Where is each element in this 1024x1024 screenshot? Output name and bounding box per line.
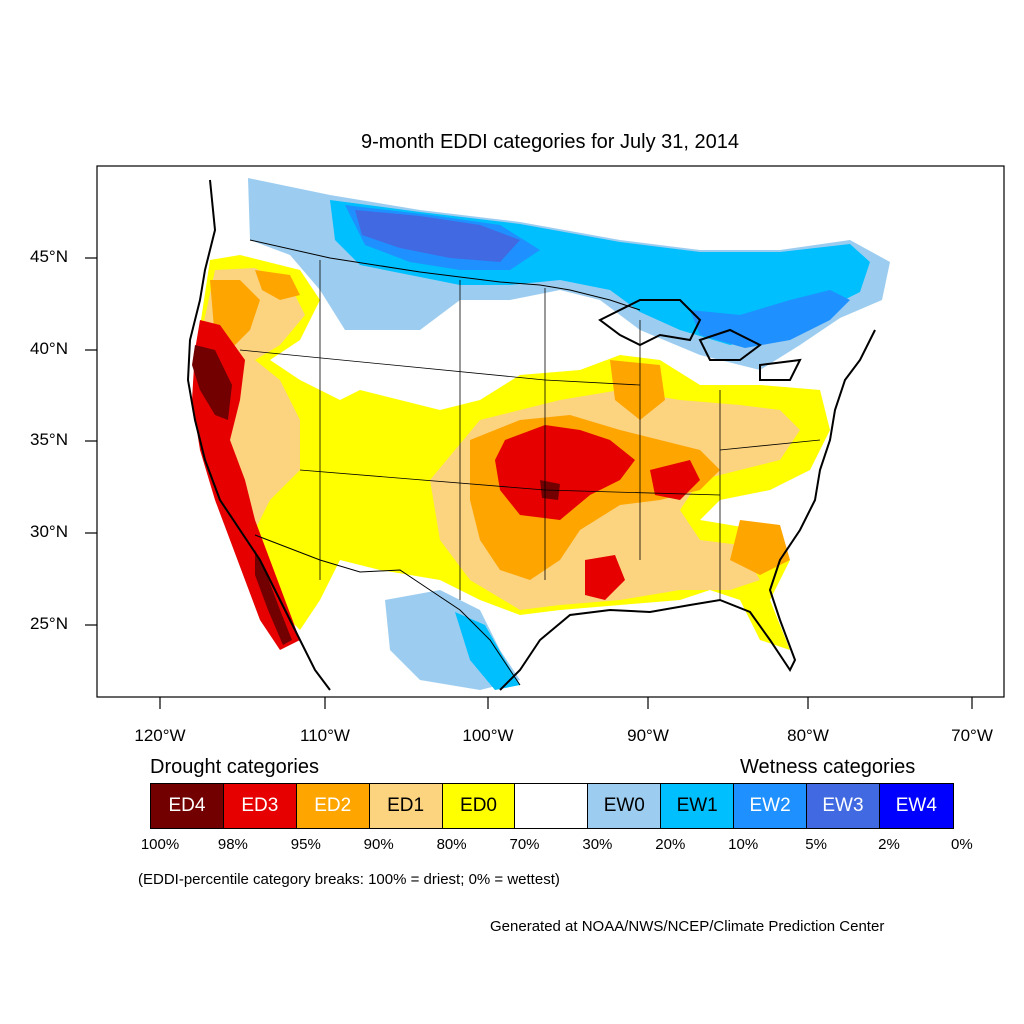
map-title: 9-month EDDI categories for July 31, 201…: [361, 131, 739, 153]
lon-label-80: 80°W: [787, 726, 829, 745]
lon-label-100: 100°W: [462, 726, 514, 745]
break-label: 20%: [655, 836, 686, 853]
legend-box-neutral: [515, 784, 589, 828]
wetness-categories-title: Wetness categories: [740, 756, 916, 778]
credit-line: Generated at NOAA/NWS/NCEP/Climate Predi…: [490, 918, 885, 935]
map-frame: [96, 165, 1005, 698]
lon-label-110: 110°W: [300, 726, 350, 745]
legend-box-ed4: ED4: [151, 784, 224, 828]
lon-label-120: 120°W: [134, 726, 186, 745]
break-label: 100%: [140, 836, 180, 853]
legend-box-ed2: ED2: [296, 784, 370, 828]
great-lakes: [598, 299, 802, 381]
break-label: 0%: [951, 836, 973, 853]
break-label: 90%: [363, 836, 394, 853]
canada-border: [249, 239, 641, 311]
drought-ed3: [192, 320, 700, 650]
drought-categories-title: Drought categories: [150, 756, 319, 778]
break-label: 70%: [509, 836, 540, 853]
lon-label-70: 70°W: [951, 726, 993, 745]
legend-box-ew4: EW4: [879, 784, 953, 828]
legend-box-ew0: EW0: [588, 784, 662, 828]
legend-box-ew1: EW1: [661, 784, 735, 828]
legend-box-ew2: EW2: [734, 784, 808, 828]
category-note: (EDDI-percentile category breaks: 100% =…: [138, 871, 560, 888]
lon-label-90: 90°W: [627, 726, 669, 745]
lat-label-35: 35°N: [30, 430, 68, 449]
break-label: 10%: [728, 836, 759, 853]
drought-ed2: [210, 270, 790, 580]
legend-box-ed0: ED0: [442, 784, 516, 828]
wet-region-sw-ew1: [455, 612, 520, 690]
lat-label-45: 45°N: [30, 247, 68, 266]
break-label: 80%: [436, 836, 467, 853]
wet-region-ew3: [355, 210, 520, 262]
category-legend: ED4 ED3 ED2 ED1 ED0 EW0 EW1 EW2 EW3 EW4: [150, 783, 954, 829]
break-label: 2%: [878, 836, 900, 853]
break-label: 98%: [217, 836, 248, 853]
gulf-coast: [499, 329, 876, 691]
legend-box-ew3: EW3: [807, 784, 880, 828]
break-label: 30%: [582, 836, 613, 853]
legend-box-ed1: ED1: [369, 784, 443, 828]
tick-marks: [85, 257, 973, 709]
break-label: 5%: [805, 836, 827, 853]
break-label: 95%: [290, 836, 321, 853]
lat-label-30: 30°N: [30, 522, 68, 541]
legend-box-ed3: ED3: [223, 784, 297, 828]
lat-label-40: 40°N: [30, 339, 68, 358]
state-borders: [239, 260, 821, 600]
lat-label-25: 25°N: [30, 614, 68, 633]
coastline: [186, 179, 331, 691]
mexico-border: [254, 534, 521, 686]
